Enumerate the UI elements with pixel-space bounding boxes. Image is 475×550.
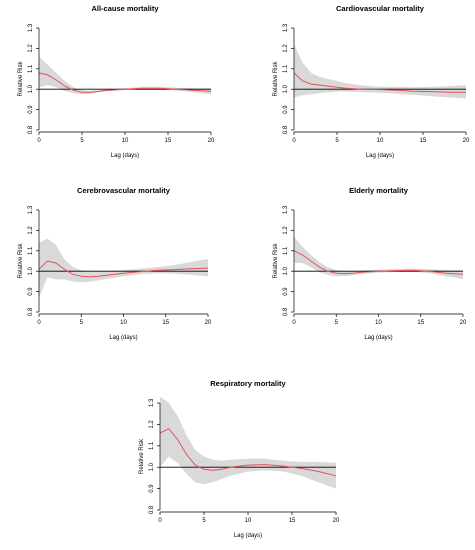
y-tick-label: 1.1 <box>28 64 34 73</box>
x-tick-label: 0 <box>37 138 41 144</box>
panel-title: Respiratory mortality <box>210 379 286 388</box>
x-tick-label: 5 <box>80 138 84 144</box>
y-tick-label: 1.2 <box>149 420 155 429</box>
x-tick-label: 20 <box>463 138 470 144</box>
y-tick-label: 1.3 <box>283 205 289 214</box>
y-tick-label: 1.1 <box>149 441 155 450</box>
series-line <box>38 260 209 278</box>
x-tick-label: 20 <box>205 320 212 326</box>
y-tick-label: 1.3 <box>283 23 289 32</box>
y-tick-label: 1.3 <box>28 205 34 214</box>
x-axis-label: Lag (days) <box>109 335 137 341</box>
x-tick-label: 5 <box>335 320 339 326</box>
x-axis-label: Lag (days) <box>364 335 392 341</box>
y-tick-label: 1.0 <box>149 462 155 471</box>
y-tick-label: 1.0 <box>28 84 34 93</box>
x-tick-label: 10 <box>375 320 382 326</box>
panel-respiratory: Respiratory mortality 0.8 0.9 1.0 1.1 1.2 1.3 0… <box>139 379 340 539</box>
x-tick-label: 10 <box>122 138 129 144</box>
confidence-band <box>39 56 211 95</box>
confidence-band <box>39 238 208 298</box>
x-axis-label: Lag (days) <box>366 153 394 159</box>
y-tick-label: 0.8 <box>149 505 155 514</box>
y-tick-label: 1.2 <box>283 44 289 53</box>
confidence-band <box>160 396 336 489</box>
y-tick-label: 1.1 <box>283 246 289 255</box>
y-tick-label: 0.8 <box>28 307 34 316</box>
x-tick-label: 20 <box>460 320 467 326</box>
x-tick-label: 15 <box>420 138 427 144</box>
panel-elderly: Elderly mortality 0.8 0.9 1.0 1.1 1.2 1.3 0 5 10 1… <box>273 186 467 341</box>
x-tick-label: 15 <box>165 138 172 144</box>
y-tick-label: 1.1 <box>28 246 34 255</box>
panel-title: Cerebrovascular mortality <box>77 186 171 195</box>
y-axis-label: Relative Risk <box>18 242 24 278</box>
panel-title: Cardiovascular mortality <box>336 4 425 13</box>
x-tick-label: 20 <box>208 138 215 144</box>
y-tick-label: 1.2 <box>283 226 289 235</box>
x-tick-label: 10 <box>377 138 384 144</box>
y-tick-label: 1.0 <box>283 266 289 275</box>
x-tick-label: 15 <box>417 320 424 326</box>
x-tick-label: 15 <box>162 320 169 326</box>
y-tick-label: 1.0 <box>28 266 34 275</box>
y-tick-label: 0.9 <box>149 484 155 493</box>
y-tick-label: 1.2 <box>28 226 34 235</box>
y-axis-label: Relative Risk <box>18 60 24 96</box>
x-tick-label: 5 <box>202 518 206 524</box>
y-tick-label: 1.2 <box>28 44 34 53</box>
panel-cardiovascular: Cardiovascular mortality 0.8 0.9 1.0 1.1 1.2 1… <box>273 4 470 159</box>
panel-title: Elderly mortality <box>349 186 409 195</box>
x-tick-label: 0 <box>37 320 41 326</box>
x-tick-label: 0 <box>292 320 296 326</box>
x-axis-label: Lag (days) <box>234 533 262 539</box>
x-tick-label: 15 <box>289 518 296 524</box>
y-tick-label: 0.9 <box>28 105 34 114</box>
series-line <box>293 72 466 93</box>
y-axis-label: Relative Risk <box>273 60 279 96</box>
y-axis-label: Relative Risk <box>273 242 279 278</box>
series-line <box>38 72 212 93</box>
y-tick-label: 0.9 <box>283 105 289 114</box>
y-tick-label: 0.8 <box>283 307 289 316</box>
y-axis-label: Relative Risk <box>139 438 145 474</box>
y-tick-label: 0.9 <box>28 287 34 296</box>
x-tick-label: 0 <box>158 518 162 524</box>
x-tick-label: 0 <box>292 138 296 144</box>
x-axis-label: Lag (days) <box>111 153 139 159</box>
panel-title: All-cause mortality <box>91 4 159 13</box>
confidence-band <box>294 236 463 279</box>
series-line <box>293 250 464 275</box>
y-tick-label: 0.8 <box>28 125 34 134</box>
panel-all-cause: All-cause mortality 0.8 0.9 1.0 1.1 1.2 1.3 0 5 1… <box>18 4 215 159</box>
y-tick-label: 1.3 <box>28 23 34 32</box>
y-tick-label: 1.1 <box>283 64 289 73</box>
x-tick-label: 10 <box>245 518 252 524</box>
x-tick-label: 20 <box>333 518 340 524</box>
y-tick-label: 1.0 <box>283 84 289 93</box>
panel-cerebrovascular: Cerebrovascular mortality 0.8 0.9 1.0 1.1 1.2… <box>18 186 212 341</box>
y-tick-label: 0.8 <box>283 125 289 134</box>
y-tick-label: 0.9 <box>283 287 289 296</box>
series-line <box>159 428 337 477</box>
x-tick-label: 10 <box>120 320 127 326</box>
x-tick-label: 5 <box>80 320 84 326</box>
x-tick-label: 5 <box>335 138 339 144</box>
y-tick-label: 1.3 <box>149 398 155 407</box>
confidence-band <box>294 44 466 99</box>
